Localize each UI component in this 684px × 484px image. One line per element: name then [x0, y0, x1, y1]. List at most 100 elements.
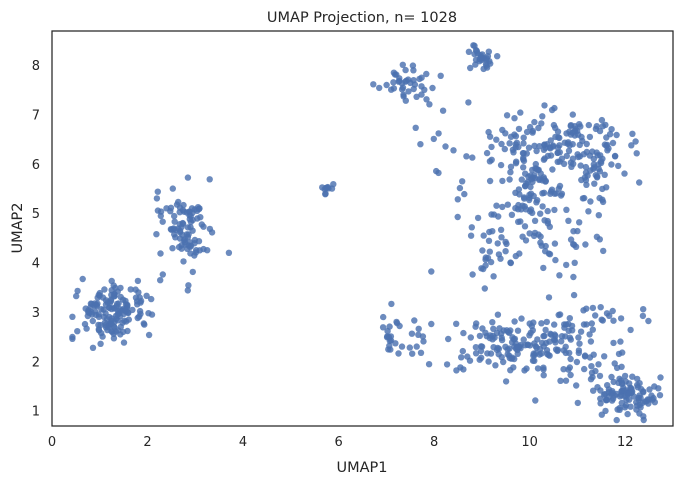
scatter-point — [489, 319, 496, 326]
scatter-point — [520, 140, 527, 147]
scatter-point — [541, 102, 548, 109]
scatter-point — [550, 336, 558, 343]
scatter-point — [609, 139, 617, 147]
scatter-point — [458, 354, 465, 361]
scatter-point — [521, 367, 528, 374]
scatter-point — [596, 372, 604, 380]
scatter-point — [459, 347, 466, 355]
scatter-point — [114, 311, 121, 318]
scatter-point — [185, 282, 192, 289]
scatter-point — [540, 264, 547, 272]
scatter-point — [469, 271, 476, 278]
scatter-point — [636, 179, 643, 186]
scatter-point — [412, 124, 419, 131]
scatter-point — [169, 185, 176, 192]
scatter-point — [546, 223, 553, 230]
scatter-point — [445, 335, 452, 343]
scatter-point — [587, 167, 594, 174]
scatter-point — [523, 180, 530, 187]
scatter-point — [540, 366, 547, 373]
scatter-point — [461, 190, 468, 198]
scatter-point — [137, 299, 144, 306]
scatter-point — [532, 397, 539, 404]
scatter-point — [494, 311, 502, 318]
scatter-point — [418, 83, 425, 90]
scatter-point — [595, 212, 602, 219]
scatter-point — [567, 355, 574, 363]
scatter-point — [531, 217, 539, 224]
scatter-point — [541, 141, 548, 148]
scatter-point — [527, 206, 535, 213]
scatter-point — [502, 248, 509, 255]
scatter-point — [542, 178, 549, 185]
scatter-point — [645, 396, 653, 403]
scatter-point — [495, 251, 503, 258]
scatter-point — [454, 196, 461, 203]
scatter-point — [157, 250, 164, 257]
scatter-point — [442, 143, 449, 150]
scatter-point — [628, 142, 635, 149]
scatter-point — [547, 145, 554, 152]
scatter-point — [527, 172, 534, 179]
scatter-point — [134, 277, 142, 285]
scatter-point — [592, 172, 599, 179]
scatter-point — [479, 54, 486, 62]
scatter-point — [411, 81, 419, 88]
scatter-point — [621, 372, 629, 380]
scatter-point — [551, 240, 559, 247]
scatter-point — [453, 367, 460, 374]
scatter-point — [526, 123, 534, 131]
scatter-point — [520, 150, 527, 157]
y-axis-label: UMAP2 — [10, 202, 26, 253]
scatter-point — [195, 238, 203, 245]
scatter-point — [117, 323, 125, 331]
scatter-point — [556, 311, 564, 318]
scatter-point — [136, 307, 144, 315]
scatter-point — [522, 170, 529, 177]
scatter-point — [141, 321, 148, 328]
scatter-point — [467, 334, 474, 341]
scatter-point — [225, 249, 233, 256]
scatter-point — [511, 355, 518, 363]
scatter-point — [593, 233, 601, 240]
scatter-point — [186, 243, 194, 251]
scatter-point — [599, 123, 606, 130]
scatter-point — [74, 328, 81, 335]
scatter-point — [558, 333, 566, 340]
scatter-point — [463, 153, 470, 160]
scatter-point — [450, 147, 457, 154]
scatter-point — [489, 336, 496, 343]
scatter-point — [551, 104, 558, 112]
scatter-point — [176, 235, 184, 242]
scatter-point — [547, 330, 554, 337]
scatter-point — [640, 306, 647, 313]
scatter-point — [159, 271, 166, 278]
scatter-point — [108, 287, 115, 294]
scatter-point — [563, 261, 570, 269]
scatter-point — [472, 344, 480, 351]
scatter-point — [180, 258, 187, 265]
scatter-point — [588, 320, 595, 327]
scatter-point — [415, 325, 422, 332]
scatter-point — [598, 116, 606, 124]
scatter-point — [511, 335, 519, 343]
scatter-point — [89, 317, 97, 325]
scatter-point — [490, 325, 497, 332]
scatter-point — [556, 182, 564, 190]
scatter-point — [135, 289, 142, 296]
scatter-point — [184, 174, 192, 181]
x-tick-label: 6 — [334, 435, 342, 450]
scatter-point — [96, 289, 104, 297]
scatter-point — [525, 144, 533, 151]
scatter-point — [575, 347, 583, 354]
scatter-point — [632, 138, 639, 145]
scatter-point — [541, 155, 548, 162]
scatter-point — [587, 198, 594, 205]
scatter-point — [573, 358, 581, 366]
y-axis-ticks: 1 2 3 4 5 6 7 8 — [32, 59, 40, 420]
scatter-point — [520, 164, 527, 171]
scatter-point — [498, 354, 505, 361]
scatter-point — [581, 353, 589, 360]
scatter-point — [520, 154, 527, 161]
scatter-point — [466, 357, 474, 364]
